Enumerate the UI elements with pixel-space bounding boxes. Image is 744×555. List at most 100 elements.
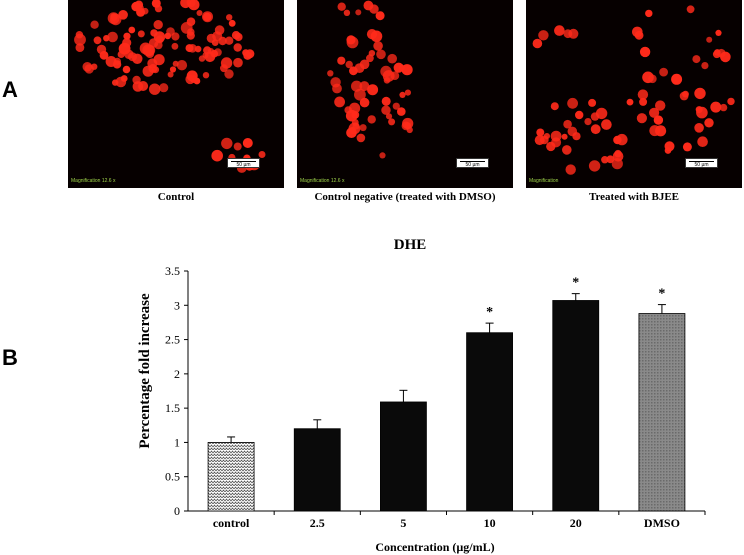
- micrograph-dmso: Magnification 12.6 x 50 µm: [297, 0, 513, 188]
- x-tick-label: 2.5: [310, 516, 325, 530]
- y-tick-label: 0.5: [165, 470, 180, 484]
- y-tick-label: 2.5: [165, 333, 180, 347]
- cell: [719, 103, 728, 112]
- cell: [149, 83, 161, 95]
- cell: [367, 115, 376, 124]
- cell: [686, 5, 695, 14]
- cell: [343, 9, 351, 16]
- cell: [704, 118, 714, 128]
- cell: [387, 53, 397, 64]
- cell: [534, 135, 545, 146]
- cell: [74, 33, 86, 46]
- bar-control: [207, 442, 255, 512]
- cell: [588, 98, 597, 107]
- cell: [233, 142, 242, 151]
- cell: [639, 97, 648, 106]
- cell: [91, 63, 98, 70]
- cell: [575, 110, 584, 120]
- cell: [404, 89, 411, 96]
- cell: [258, 151, 266, 158]
- micrograph-bjee: Magnification 50 µm: [526, 0, 742, 188]
- cell: [90, 20, 99, 29]
- cell: [588, 160, 601, 172]
- cell: [164, 32, 172, 40]
- cell: [233, 43, 242, 52]
- cell: [245, 49, 255, 59]
- cell: [546, 141, 556, 152]
- cell: [327, 70, 334, 77]
- bar-2.5: [293, 428, 341, 512]
- cell: [153, 31, 166, 43]
- cell: [536, 128, 545, 137]
- cell: [563, 119, 572, 129]
- cell: [550, 102, 559, 111]
- caption-dmso: Control negative (treated with DMSO): [314, 191, 496, 203]
- cell: [213, 48, 222, 57]
- cell: [346, 35, 356, 45]
- cell: [381, 105, 391, 115]
- cell-image: [74, 0, 266, 173]
- cell: [682, 142, 692, 152]
- y-tick-label: 3: [174, 298, 180, 312]
- cell: [202, 72, 210, 79]
- cell: [224, 69, 234, 79]
- cell: [337, 2, 346, 11]
- cell: [659, 67, 668, 77]
- cell: [220, 57, 233, 69]
- y-tick-label: 3.5: [165, 264, 180, 278]
- cell: [379, 152, 386, 159]
- cell: [228, 19, 236, 27]
- cell: [123, 32, 131, 40]
- cell: [550, 130, 562, 142]
- cell: [562, 145, 572, 155]
- cell: [637, 89, 649, 100]
- cell: [584, 118, 592, 126]
- cell: [370, 30, 383, 43]
- cell: [132, 75, 141, 85]
- y-axis-label: Percentage fold increase: [137, 293, 153, 449]
- cell: [202, 11, 213, 23]
- cell: [167, 71, 174, 78]
- cell: [601, 156, 609, 164]
- cell: [706, 36, 713, 43]
- cell: [554, 25, 565, 36]
- significance-marker: *: [658, 287, 665, 302]
- y-tick-label: 0: [174, 504, 180, 518]
- x-tick-label: 20: [570, 516, 582, 530]
- cell: [682, 90, 689, 98]
- cell: [226, 14, 233, 21]
- cell: [118, 42, 131, 55]
- cell: [359, 81, 370, 92]
- cell: [626, 98, 634, 106]
- magnification-label: Magnification 12.6 x: [300, 178, 345, 184]
- cell: [653, 115, 664, 125]
- cell: [132, 53, 143, 64]
- cell: [401, 121, 411, 131]
- cell: [697, 136, 708, 147]
- cell: [153, 20, 163, 30]
- magnification-label: Magnification: [529, 178, 559, 184]
- cell: [382, 70, 395, 82]
- bar-dmso: [638, 313, 686, 512]
- cell: [373, 41, 383, 51]
- cell: [242, 138, 253, 148]
- y-tick-label: 2: [174, 367, 180, 381]
- cell: [695, 106, 703, 114]
- cell: [180, 0, 191, 9]
- cell: [211, 149, 223, 162]
- cell: [532, 38, 543, 49]
- cell: [392, 102, 400, 110]
- cell: [655, 100, 666, 111]
- cell: [632, 26, 643, 38]
- cell: [120, 75, 128, 82]
- cell: [355, 9, 362, 16]
- cell: [172, 60, 179, 67]
- cell: [399, 91, 406, 98]
- x-tick-label: DMSO: [644, 516, 680, 530]
- bar-5: [380, 401, 427, 512]
- panel-label-a: A: [2, 77, 18, 102]
- cell: [381, 96, 391, 106]
- cell: [351, 80, 363, 92]
- cell: [154, 4, 163, 13]
- cell: [118, 10, 128, 20]
